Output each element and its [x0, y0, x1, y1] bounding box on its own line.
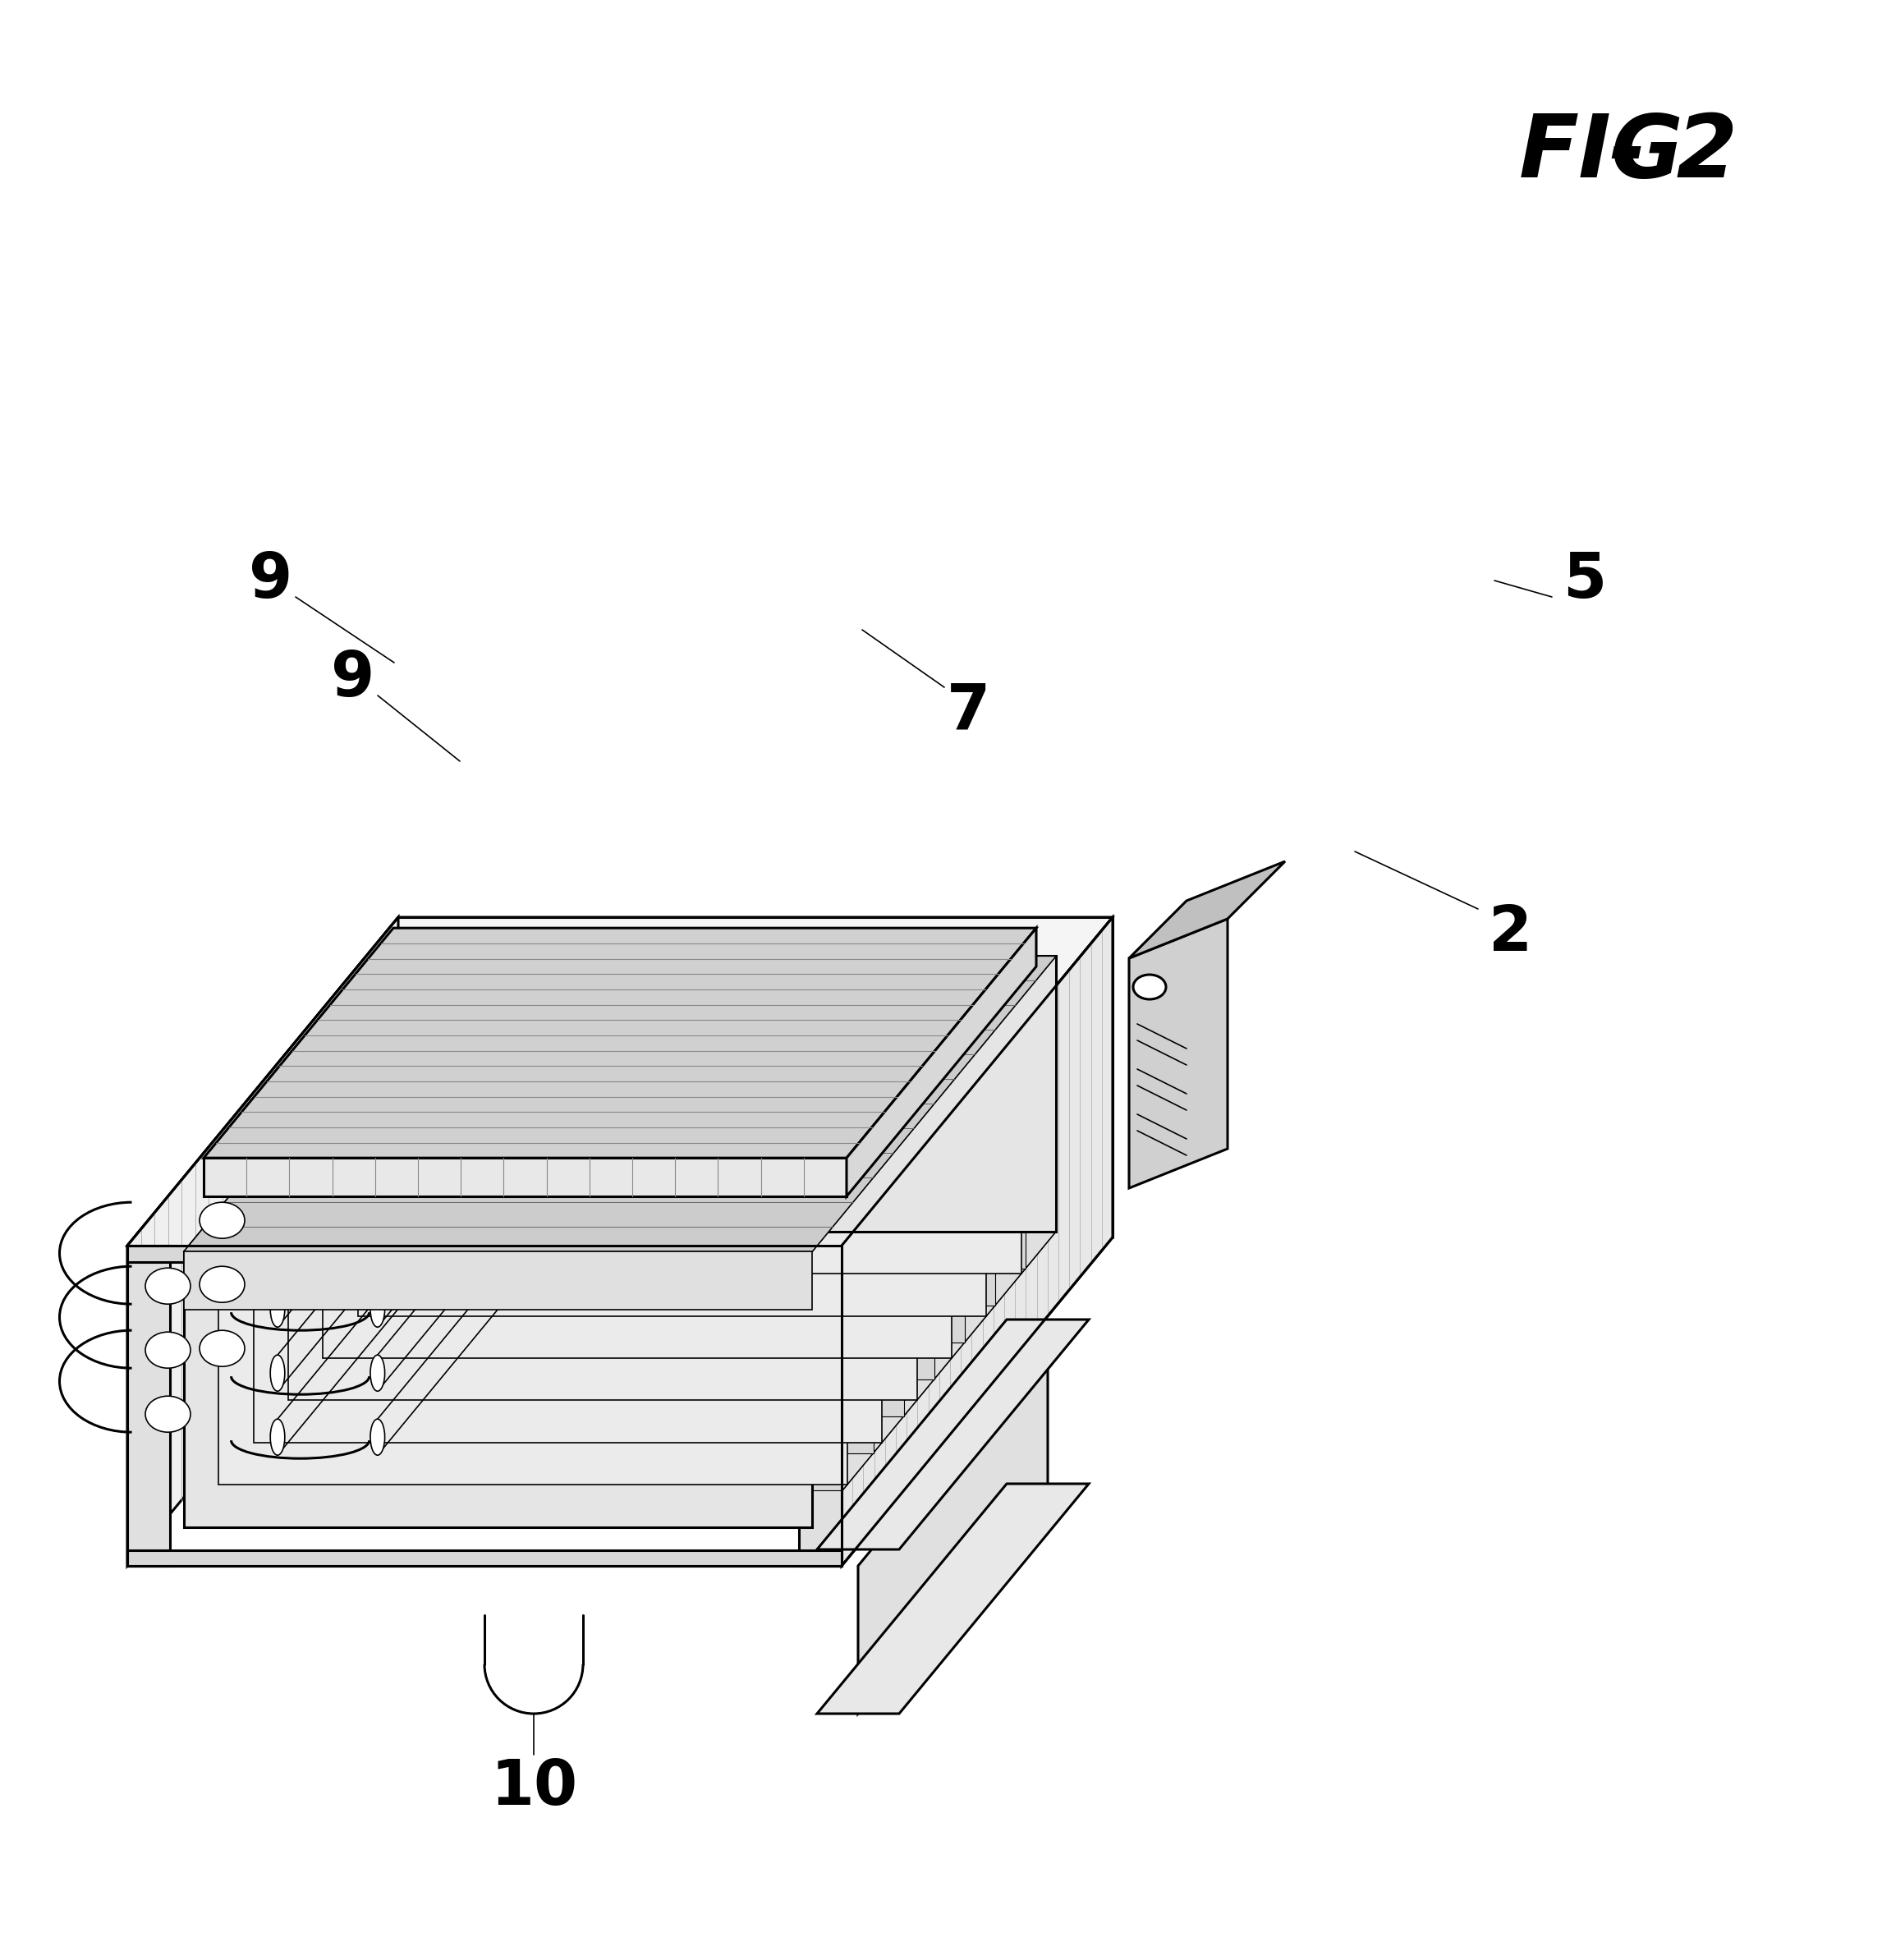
Polygon shape — [305, 1103, 933, 1380]
Polygon shape — [813, 956, 1056, 1527]
Text: 9: 9 — [248, 551, 294, 612]
Polygon shape — [817, 1319, 1090, 1550]
Ellipse shape — [199, 1201, 245, 1239]
Polygon shape — [397, 994, 1026, 1268]
Polygon shape — [275, 1141, 903, 1417]
Polygon shape — [128, 1247, 169, 1566]
Polygon shape — [367, 1029, 996, 1305]
Polygon shape — [1129, 919, 1227, 1188]
Polygon shape — [128, 1247, 841, 1262]
Polygon shape — [218, 1209, 847, 1486]
Polygon shape — [393, 998, 1022, 1274]
Ellipse shape — [1133, 974, 1167, 1000]
Ellipse shape — [199, 1331, 245, 1366]
Polygon shape — [128, 1247, 841, 1566]
Ellipse shape — [271, 1419, 284, 1454]
Polygon shape — [184, 1252, 813, 1527]
Ellipse shape — [271, 1354, 284, 1392]
Polygon shape — [288, 1125, 917, 1399]
Polygon shape — [128, 917, 1112, 1247]
Text: 5: 5 — [1562, 551, 1607, 612]
Polygon shape — [184, 956, 1056, 1252]
Text: FIG: FIG — [1519, 112, 1684, 196]
Polygon shape — [841, 917, 1112, 1566]
Polygon shape — [203, 1158, 847, 1196]
Polygon shape — [798, 1247, 841, 1566]
Polygon shape — [128, 917, 1112, 1247]
Ellipse shape — [145, 1333, 190, 1368]
Ellipse shape — [271, 1292, 284, 1327]
Polygon shape — [184, 1252, 813, 1527]
Ellipse shape — [371, 1419, 384, 1454]
Polygon shape — [128, 1550, 841, 1566]
Polygon shape — [184, 1252, 813, 1527]
Polygon shape — [427, 956, 1056, 1231]
Text: 2: 2 — [1489, 904, 1532, 964]
Polygon shape — [184, 1252, 813, 1309]
Polygon shape — [858, 1337, 1048, 1713]
Text: 9: 9 — [331, 649, 375, 710]
Polygon shape — [184, 956, 1056, 1252]
Polygon shape — [337, 1066, 965, 1343]
Polygon shape — [245, 1178, 873, 1452]
Text: 10: 10 — [489, 1758, 578, 1819]
Ellipse shape — [145, 1268, 190, 1303]
Ellipse shape — [199, 1266, 245, 1303]
Polygon shape — [215, 1215, 843, 1490]
Polygon shape — [358, 1041, 986, 1315]
Polygon shape — [184, 956, 1056, 1252]
Polygon shape — [847, 927, 1037, 1196]
Polygon shape — [1129, 860, 1285, 958]
Polygon shape — [128, 1247, 841, 1566]
Polygon shape — [817, 1484, 1090, 1713]
Polygon shape — [324, 1082, 952, 1358]
Polygon shape — [813, 956, 1056, 1527]
Text: - 2: - 2 — [1609, 112, 1737, 196]
Polygon shape — [841, 917, 1112, 1566]
Ellipse shape — [145, 1396, 190, 1433]
Ellipse shape — [371, 1354, 384, 1392]
Text: 7: 7 — [947, 682, 990, 743]
Polygon shape — [128, 917, 399, 1566]
Polygon shape — [254, 1166, 883, 1443]
Polygon shape — [203, 927, 1037, 1158]
Ellipse shape — [371, 1292, 384, 1327]
